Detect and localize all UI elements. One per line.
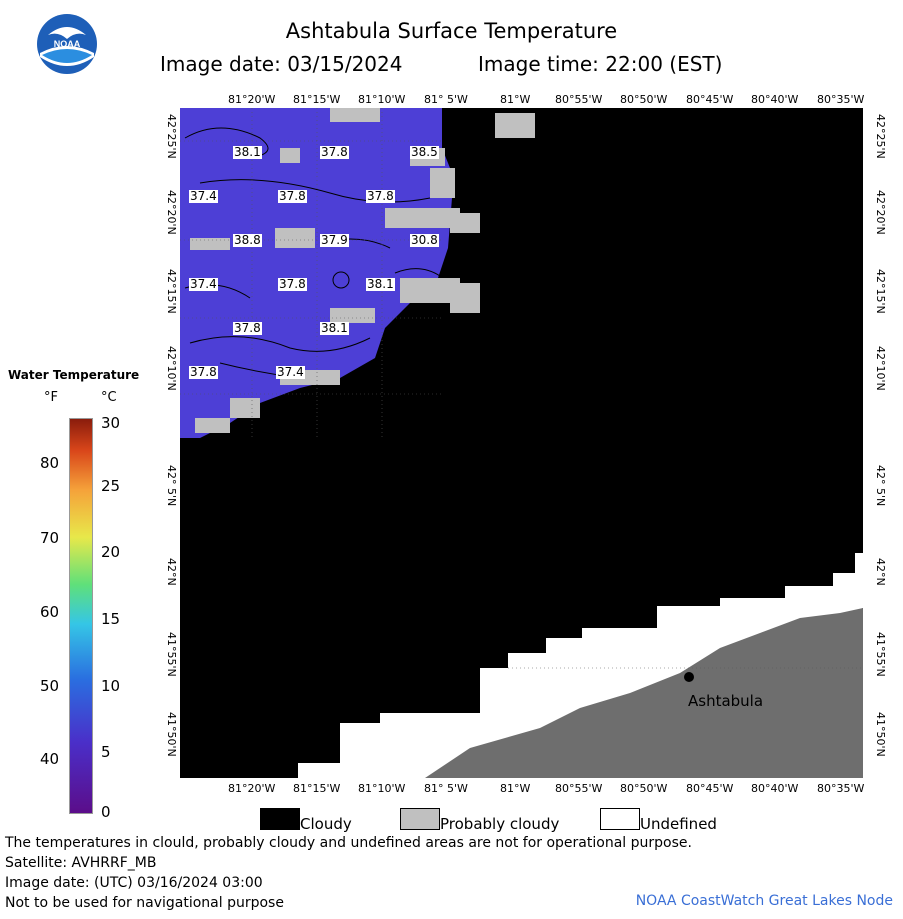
lat-tick-right: 42°10'N	[874, 346, 887, 391]
lon-tick-top: 81° 5'W	[424, 93, 468, 106]
lon-tick-bottom: 80°55'W	[555, 782, 603, 795]
temp-label: 37.8	[189, 365, 218, 379]
legend-f-label: 60	[40, 603, 60, 621]
legend-unit-c: °C	[101, 390, 117, 405]
lon-tick-top: 80°55'W	[555, 93, 603, 106]
temp-label: 37.8	[233, 321, 262, 335]
temp-label: 37.8	[320, 145, 349, 159]
legend-title: Water Temperature	[8, 368, 140, 382]
lon-tick-bottom: 80°50'W	[620, 782, 668, 795]
svg-text:NOAA: NOAA	[54, 39, 81, 49]
temp-label: 37.9	[320, 233, 349, 247]
lat-tick-left: 42° 5'N	[165, 465, 178, 507]
probably-cloudy-swatch	[400, 808, 440, 830]
undefined-area	[298, 553, 863, 778]
temp-label: 38.8	[233, 233, 262, 247]
lon-tick-top: 80°40'W	[751, 93, 799, 106]
lat-tick-right: 42° 5'N	[874, 465, 887, 507]
lon-tick-bottom: 81°20'W	[228, 782, 276, 795]
temp-label: 37.4	[189, 277, 218, 291]
temp-label: 37.8	[278, 277, 307, 291]
lon-tick-top: 80°50'W	[620, 93, 668, 106]
lon-tick-bottom: 80°35'W	[817, 782, 865, 795]
lon-tick-bottom: 81° 5'W	[424, 782, 468, 795]
lat-tick-left: 42°15'N	[165, 269, 178, 314]
noaa-logo: NOAA	[36, 13, 98, 75]
temp-label: 38.1	[366, 277, 395, 291]
city-marker	[684, 672, 694, 682]
undefined-swatch	[600, 808, 640, 830]
undefined-label: Undefined	[640, 815, 717, 833]
cloudy-label: Cloudy	[300, 815, 352, 833]
legend-c-label: 15	[101, 610, 121, 628]
lon-tick-bottom: 80°45'W	[686, 782, 734, 795]
lat-tick-left: 42°N	[165, 558, 178, 586]
legend-f-label: 50	[40, 677, 60, 695]
probably-cloudy-label: Probably cloudy	[440, 815, 560, 833]
land-area	[425, 608, 863, 778]
lon-tick-bottom: 81°W	[500, 782, 531, 795]
lat-tick-right: 41°50'N	[874, 712, 887, 757]
lat-tick-left: 41°55'N	[165, 632, 178, 677]
lon-tick-bottom: 81°15'W	[293, 782, 341, 795]
temp-label: 38.1	[320, 321, 349, 335]
legend-c-label: 10	[101, 677, 121, 695]
legend-unit-f: °F	[44, 390, 58, 405]
lon-tick-bottom: 80°40'W	[751, 782, 799, 795]
cloudy-swatch	[260, 808, 300, 830]
legend-c-label: 25	[101, 477, 121, 495]
legend-c-label: 0	[101, 803, 111, 821]
temp-label: 37.8	[278, 189, 307, 203]
temp-label: 38.1	[233, 145, 262, 159]
image-time: Image time: 22:00 (EST)	[478, 52, 723, 76]
lon-tick-top: 80°35'W	[817, 93, 865, 106]
legend-f-label: 40	[40, 750, 60, 768]
lon-tick-bottom: 81°10'W	[358, 782, 406, 795]
color-bar	[69, 418, 93, 814]
lat-tick-left: 41°50'N	[165, 712, 178, 757]
temp-label: 37.4	[189, 189, 218, 203]
legend-c-label: 5	[101, 743, 111, 761]
lon-tick-top: 81°20'W	[228, 93, 276, 106]
temp-label: 37.8	[366, 189, 395, 203]
lat-tick-left: 42°20'N	[165, 190, 178, 235]
lat-tick-left: 42°25'N	[165, 114, 178, 159]
page-title: Ashtabula Surface Temperature	[285, 19, 618, 43]
lon-tick-top: 80°45'W	[686, 93, 734, 106]
temp-label: 38.5	[410, 145, 439, 159]
legend-f-label: 70	[40, 529, 60, 547]
temperature-contours	[184, 127, 441, 379]
footer-navigation-note: Not to be used for navigational purpose	[5, 895, 284, 911]
lon-tick-top: 81°W	[500, 93, 531, 106]
legend-f-label: 80	[40, 454, 60, 472]
lat-tick-right: 42°25'N	[874, 114, 887, 159]
lat-tick-right: 41°55'N	[874, 632, 887, 677]
temperature-map	[180, 108, 863, 778]
lon-tick-top: 81°15'W	[293, 93, 341, 106]
credit-link[interactable]: NOAA CoastWatch Great Lakes Node	[635, 893, 893, 909]
footer-disclaimer: The temperatures in clould, probably clo…	[5, 835, 692, 851]
legend-c-label: 30	[101, 414, 121, 432]
temp-label: 30.8	[410, 233, 439, 247]
lat-tick-right: 42°N	[874, 558, 887, 586]
city-label: Ashtabula	[688, 692, 764, 710]
lat-tick-right: 42°20'N	[874, 190, 887, 235]
legend-c-label: 20	[101, 543, 121, 561]
footer-utc-date: Image date: (UTC) 03/16/2024 03:00	[5, 875, 263, 891]
lon-tick-top: 81°10'W	[358, 93, 406, 106]
lat-tick-left: 42°10'N	[165, 346, 178, 391]
image-date: Image date: 03/15/2024	[160, 52, 403, 76]
temp-label: 37.4	[276, 365, 305, 379]
footer-satellite: Satellite: AVHRRF_MB	[5, 855, 157, 871]
lat-tick-right: 42°15'N	[874, 269, 887, 314]
